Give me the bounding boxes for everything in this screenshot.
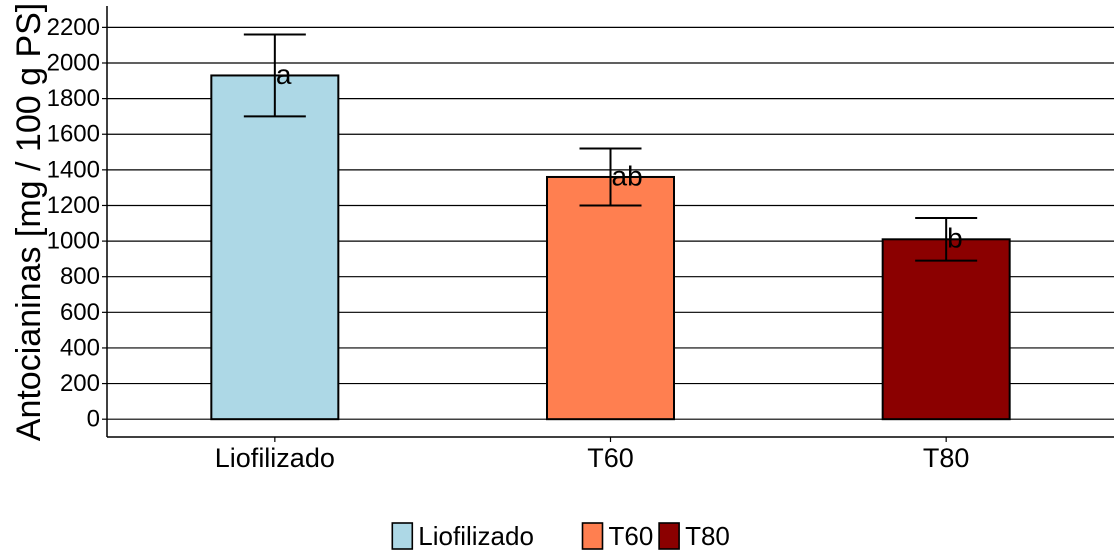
- x-tick-label: T80: [923, 443, 970, 473]
- bar-t80: [881, 238, 1011, 421]
- group-label: a: [276, 59, 292, 90]
- legend-swatch: [391, 522, 414, 550]
- axes: Liofilizado T60 T80 0 200 400 600 800 1000 1200 14…: [47, 6, 1114, 473]
- legend: Liofilizado T60 T80: [391, 521, 730, 551]
- y-tick-label: 0: [87, 406, 100, 433]
- y-axis-label: Antocianinas [mg / 100 g PS]: [10, 3, 48, 441]
- bars: [210, 74, 1011, 421]
- y-tick-label: 600: [60, 299, 100, 326]
- y-tick-label: 1000: [47, 228, 100, 255]
- group-label: b: [947, 223, 963, 254]
- legend-swatch: [658, 522, 680, 550]
- x-tick-label: Liofilizado: [215, 443, 335, 473]
- y-tick-label: 2200: [47, 14, 100, 41]
- legend-item-liofilizado: Liofilizado: [391, 521, 534, 551]
- group-labels: a ab b: [276, 59, 963, 254]
- legend-swatch: [581, 522, 604, 550]
- y-tick-label: 200: [60, 370, 100, 397]
- bar-t60: [546, 175, 675, 421]
- y-tick-label: 1200: [47, 192, 100, 219]
- error-bars: [243, 33, 978, 262]
- y-tick-label: 1600: [47, 121, 100, 148]
- x-tick-label: T60: [587, 443, 634, 473]
- group-label: ab: [612, 160, 643, 191]
- y-tick-label: 800: [60, 263, 100, 290]
- y-tick-label: 2000: [47, 49, 100, 76]
- y-tick-label: 1800: [47, 85, 100, 112]
- legend-label: T60: [609, 521, 654, 551]
- y-tick-label: 400: [60, 334, 100, 361]
- legend-item-t60: T60: [581, 521, 654, 551]
- bar-liofilizado: [210, 74, 340, 421]
- y-tick-label: 1400: [47, 156, 100, 183]
- legend-item-t80: T80: [658, 521, 730, 551]
- legend-label: Liofilizado: [418, 521, 534, 551]
- legend-label: T80: [685, 521, 730, 551]
